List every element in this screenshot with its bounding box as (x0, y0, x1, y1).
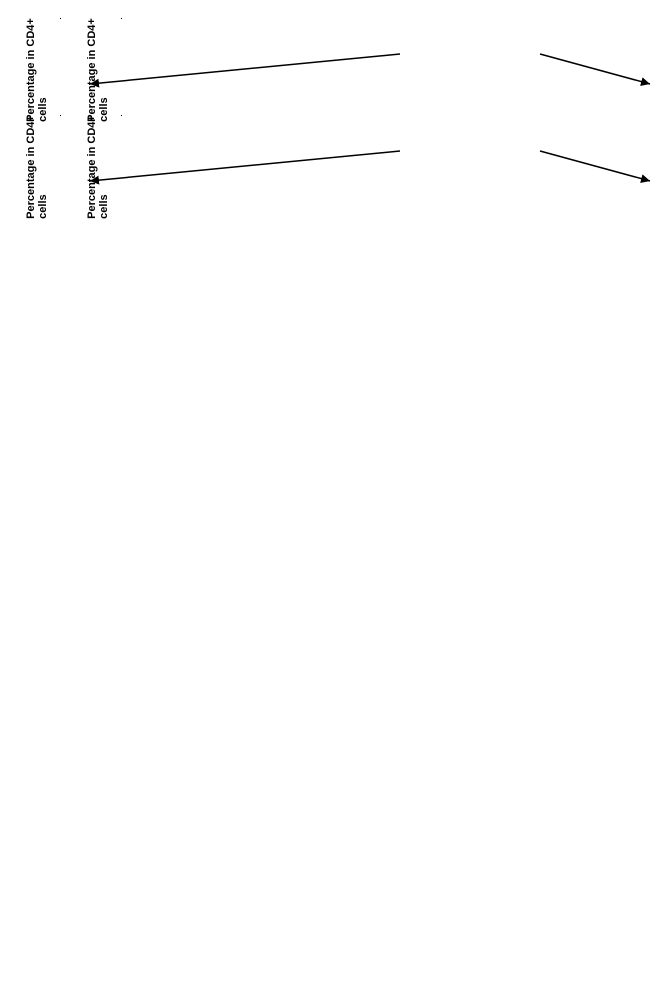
chart-a-post: Percentage in CD4+cells (121, 18, 122, 41)
chart-c-post: Percentage in CD4+cells (121, 115, 122, 138)
chart-c-pre: Percentage in CD4+cells (60, 115, 61, 138)
chart-a-pre: Percentage in CD4+cells (60, 18, 61, 41)
y-axis-label: Percentage in CD4+cells (25, 18, 49, 122)
y-axis-label: Percentage in CD4+cells (25, 115, 49, 219)
y-axis-label: Percentage in CD4+cells (86, 18, 110, 122)
y-axis-label: Percentage in CD4+cells (86, 115, 110, 219)
